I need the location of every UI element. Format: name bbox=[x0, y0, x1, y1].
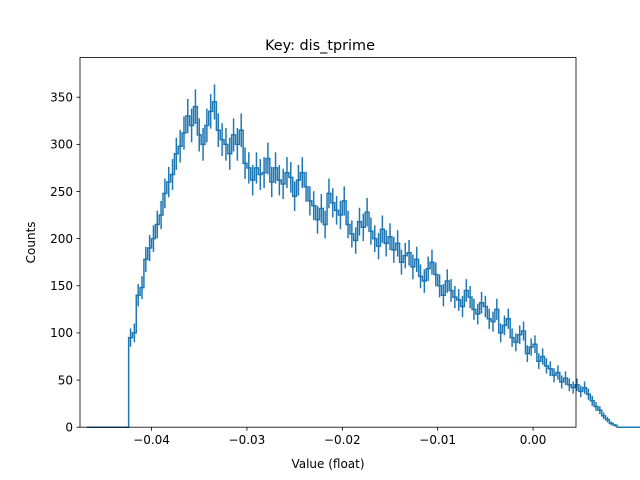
plot-area bbox=[86, 84, 640, 428]
x-tick-label: −0.04 bbox=[133, 433, 170, 447]
x-tick-label: −0.01 bbox=[419, 433, 456, 447]
y-tick-label: 150 bbox=[50, 279, 73, 293]
x-axis-label: Value (float) bbox=[291, 457, 364, 471]
x-tick-label: −0.02 bbox=[324, 433, 361, 447]
x-axis: −0.04 −0.03 −0.02 −0.01 0.00 bbox=[133, 427, 546, 447]
x-tick-label: 0.00 bbox=[520, 433, 547, 447]
y-tick-label: 300 bbox=[50, 138, 73, 152]
x-tick-label: −0.03 bbox=[229, 433, 266, 447]
y-tick-label: 100 bbox=[50, 326, 73, 340]
plot-frame bbox=[79, 57, 577, 428]
y-tick-label: 350 bbox=[50, 91, 73, 105]
y-tick-label: 50 bbox=[58, 373, 73, 387]
y-axis-label: Counts bbox=[24, 221, 38, 263]
chart-title: Key: dis_tprime bbox=[265, 38, 375, 54]
y-axis: 0 50 100 150 200 250 300 350 bbox=[50, 91, 80, 435]
y-tick-label: 250 bbox=[50, 185, 73, 199]
y-tick-label: 0 bbox=[65, 421, 73, 435]
y-tick-label: 200 bbox=[50, 232, 73, 246]
